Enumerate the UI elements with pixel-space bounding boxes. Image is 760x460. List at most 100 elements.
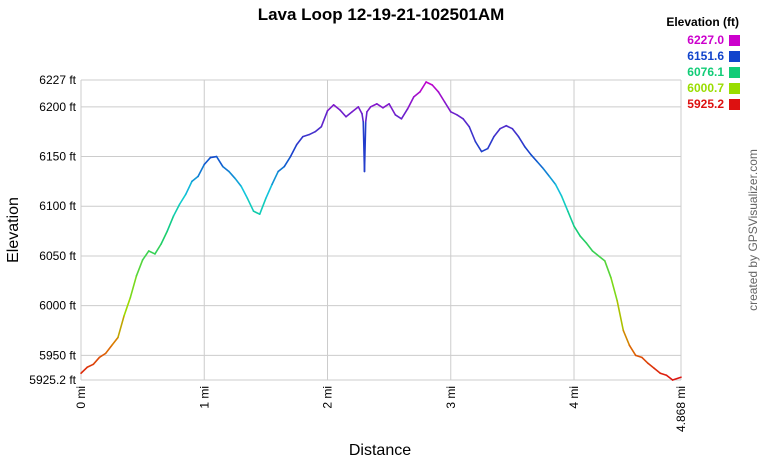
legend-swatch [729, 35, 740, 46]
y-axis-title: Elevation [5, 197, 22, 263]
elevation-segment [542, 167, 551, 178]
elevation-segment [425, 81, 434, 86]
elevation-segment [308, 130, 316, 136]
elevation-segment [191, 175, 199, 183]
legend-entry-label: 6000.7 [687, 81, 724, 95]
elevation-segment [628, 344, 637, 357]
y-tick-label: 6227 ft [39, 73, 76, 87]
elevation-segment [443, 101, 452, 113]
elevation-segment [604, 260, 612, 279]
elevation-segment [135, 259, 144, 277]
elevation-segment [80, 366, 88, 375]
elevation-segment [610, 277, 618, 302]
elevation-segment [111, 336, 119, 347]
elevation-legend: Elevation (ft) 6227.0 6151.6 6076.1 6000.7 5… [666, 15, 740, 111]
elevation-segment [523, 145, 532, 156]
elevation-segment [474, 140, 483, 153]
elevation-profile-line [80, 81, 682, 381]
x-tick-label: 0 mi [74, 386, 88, 409]
x-tick-labels: 0 mi 1 mi 2 mi 3 mi 4 mi 4.868 mi [74, 386, 688, 432]
legend-entry-label: 5925.2 [687, 97, 724, 111]
elevation-segment [302, 133, 310, 138]
elevation-segment [366, 106, 372, 113]
elevation-segment [357, 106, 363, 115]
elevation-segment [98, 352, 107, 359]
credit-text: created by GPSVisualizer.com [746, 149, 760, 311]
elevation-segment [573, 225, 581, 237]
elevation-segment [314, 125, 323, 133]
elevation-segment [511, 127, 520, 138]
elevation-segment [382, 103, 390, 109]
elevation-segment [123, 296, 132, 317]
x-tick-label: 4.868 mi [674, 386, 688, 432]
elevation-segment [166, 215, 175, 232]
elevation-segment [361, 112, 365, 123]
legend-entry-label: 6151.6 [687, 49, 724, 63]
elevation-segment [258, 197, 267, 215]
elevation-segment [456, 113, 464, 120]
elevation-segment [530, 153, 538, 163]
elevation-segment [653, 367, 662, 375]
elevation-segment [117, 314, 125, 339]
elevation-segment [406, 96, 415, 110]
elevation-segment [147, 250, 156, 255]
elevation-segment [517, 135, 526, 148]
elevation-segment [234, 177, 243, 188]
elevation-segment [480, 147, 489, 153]
elevation-segment [369, 103, 378, 108]
elevation-segment [641, 356, 649, 365]
elevation-segment [419, 81, 427, 93]
elevation-segment [505, 124, 514, 130]
x-tick-label: 2 mi [321, 386, 335, 409]
x-tick-label: 3 mi [444, 386, 458, 409]
elevation-segment [252, 210, 261, 215]
elevation-segment [591, 250, 600, 257]
legend-title: Elevation (ft) [666, 15, 739, 29]
elevation-segment [665, 374, 674, 381]
y-tick-label: 6050 ft [39, 249, 76, 263]
elevation-segment [579, 235, 588, 244]
elevation-segment [172, 203, 181, 217]
elevation-segment [129, 275, 138, 299]
elevation-segment [431, 84, 440, 93]
legend-swatch [729, 51, 740, 62]
elevation-segment [554, 183, 563, 198]
elevation-segment [671, 376, 682, 381]
elevation-segment [265, 183, 273, 200]
elevation-segment [86, 363, 95, 369]
y-tick-labels: 5925.2 ft 5950 ft 6000 ft 6050 ft 6100 ft 615… [29, 73, 76, 387]
elevation-segment [154, 243, 162, 255]
elevation-segment [462, 117, 471, 128]
elevation-segment [412, 91, 421, 98]
elevation-segment [468, 125, 477, 143]
elevation-segment [634, 354, 643, 359]
elevation-segment [332, 104, 341, 111]
legend-entry-label: 6076.1 [687, 65, 724, 79]
elevation-segment [597, 255, 606, 262]
elevation-segment [246, 197, 255, 213]
elevation-segment [376, 103, 384, 109]
elevation-segment [240, 185, 249, 200]
elevation-segment [283, 155, 292, 168]
elevation-segment [209, 155, 218, 159]
elevation-segment [388, 103, 397, 116]
elevation-segment [221, 165, 230, 173]
elevation-segment [622, 329, 631, 347]
y-tick-label: 6100 ft [39, 199, 76, 213]
y-tick-label: 5950 ft [39, 348, 76, 362]
legend-entry-label: 6227.0 [687, 33, 724, 47]
elevation-segment [184, 180, 193, 196]
elevation-segment [271, 170, 280, 186]
elevation-segment [289, 143, 298, 158]
x-axis-title: Distance [349, 442, 411, 459]
elevation-segment [536, 160, 545, 170]
elevation-segment [364, 111, 368, 123]
elevation-segment [104, 344, 113, 355]
elevation-segment [499, 124, 508, 130]
elevation-segment [548, 175, 557, 186]
elevation-segment [363, 120, 367, 173]
y-tick-label: 6000 ft [39, 299, 76, 313]
legend-swatch [729, 67, 740, 78]
elevation-segment [394, 113, 403, 120]
